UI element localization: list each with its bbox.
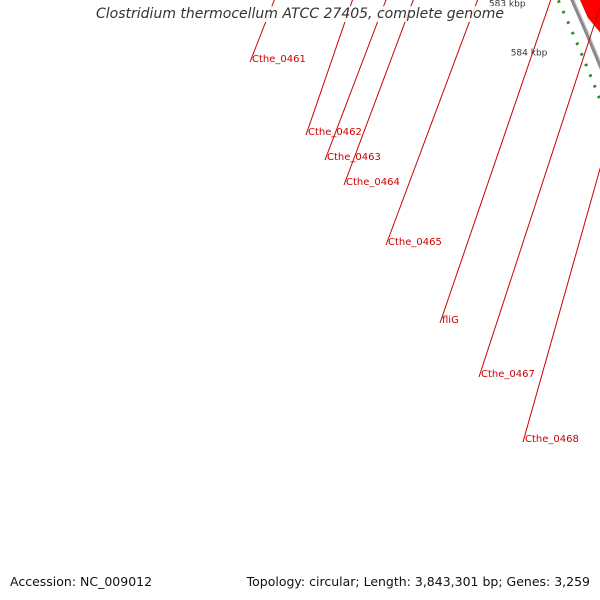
ruler-tick-label: 583 kbp xyxy=(489,0,526,9)
outer-dotted-ring xyxy=(399,0,600,255)
ruler-layer: 575 kbp576 kbp577 kbp578 kbp579 kbp580 k… xyxy=(399,0,600,255)
gene-label-leader xyxy=(343,0,414,186)
map-title: Clostridium thermocellum ATCC 27405, com… xyxy=(92,6,508,22)
gene-label-leader xyxy=(305,0,354,136)
gene-label: Cthe_0465 xyxy=(388,237,442,248)
gene-label-leader xyxy=(439,0,552,324)
gene-label-leader xyxy=(478,5,600,378)
gene-label: Cthe_0468 xyxy=(525,434,579,445)
genome-stats-text: Topology: circular; Length: 3,843,301 bp… xyxy=(244,574,592,589)
accession-text: Accession: NC_009012 xyxy=(8,574,155,589)
ruler-tick-label: 584 kbp xyxy=(511,49,548,59)
gene-label-leader xyxy=(385,0,479,246)
backbone-highlight xyxy=(573,0,600,63)
gene-label: Cthe_0464 xyxy=(346,177,400,188)
reverse-cds xyxy=(579,0,600,33)
footer-right: Topology: circular; Length: 3,843,301 bp… xyxy=(244,574,592,589)
feature-layer xyxy=(579,0,600,33)
gene-label: fliG xyxy=(442,315,459,326)
gene-label: Cthe_0467 xyxy=(481,369,535,380)
gene-label: Cthe_0461 xyxy=(252,54,306,65)
footer-left: Accession: NC_009012 xyxy=(8,574,155,589)
gene-label-leader xyxy=(522,166,600,443)
gene-label: Cthe_0462 xyxy=(308,127,362,138)
backbone-circle xyxy=(570,0,600,70)
gene-label-leader xyxy=(324,0,387,161)
map-title-container: Clostridium thermocellum ATCC 27405, com… xyxy=(0,6,600,22)
gene-label-layer: Cthe_0461Cthe_0462Cthe_0463Cthe_0464Cthe… xyxy=(249,0,600,445)
backbone-layer xyxy=(570,0,600,70)
